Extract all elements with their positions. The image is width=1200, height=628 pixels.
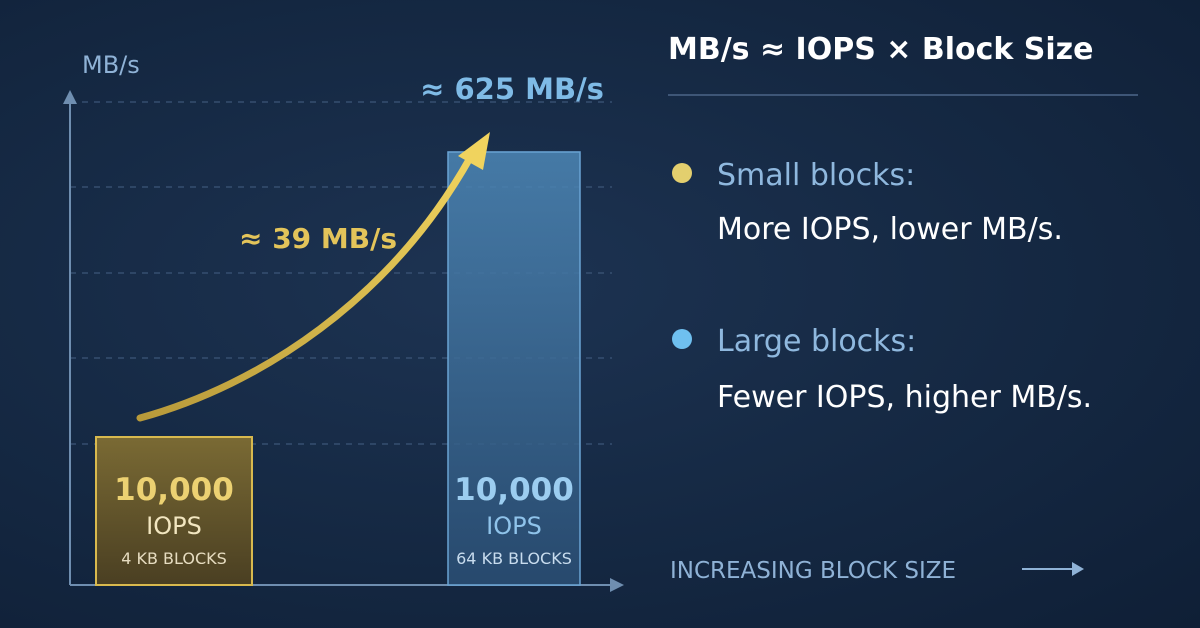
bar-64kb (447, 151, 581, 586)
small-blocks-bullet-icon (672, 163, 692, 183)
bar-4kb-iops-value: 10,000 (114, 472, 234, 508)
bar-64kb-mbps-label: ≈ 625 MB/s (420, 72, 604, 106)
bar-4kb (95, 436, 253, 586)
bar-64kb-iops-value: 10,000 (454, 472, 574, 508)
large-blocks-text: Fewer IOPS, higher MB/s. (717, 380, 1092, 415)
x-axis-label-arrowhead-icon (1072, 562, 1084, 576)
bar-64kb-iops-label: IOPS (486, 512, 542, 540)
large-blocks-bullet-icon (672, 329, 692, 349)
y-axis-arrow-icon (63, 90, 77, 104)
bar-4kb-iops-label: IOPS (146, 512, 202, 540)
x-axis-label: INCREASING BLOCK SIZE (670, 558, 956, 584)
bar-4kb-category: 4 KB BLOCKS (121, 549, 227, 568)
growth-arrow-icon (136, 154, 474, 422)
small-blocks-text: More IOPS, lower MB/s. (717, 212, 1063, 247)
bar-4kb-mbps-label: ≈ 39 MB/s (239, 222, 397, 255)
x-axis-arrow-icon (610, 578, 624, 592)
bar-64kb-category: 64 KB BLOCKS (456, 549, 572, 568)
large-blocks-heading: Large blocks: (717, 324, 916, 359)
formula-title: MB/s ≈ IOPS × Block Size (668, 32, 1093, 67)
y-axis-label: MB/s (82, 51, 140, 79)
growth-arrowhead-icon (458, 132, 490, 170)
small-blocks-heading: Small blocks: (717, 158, 915, 193)
